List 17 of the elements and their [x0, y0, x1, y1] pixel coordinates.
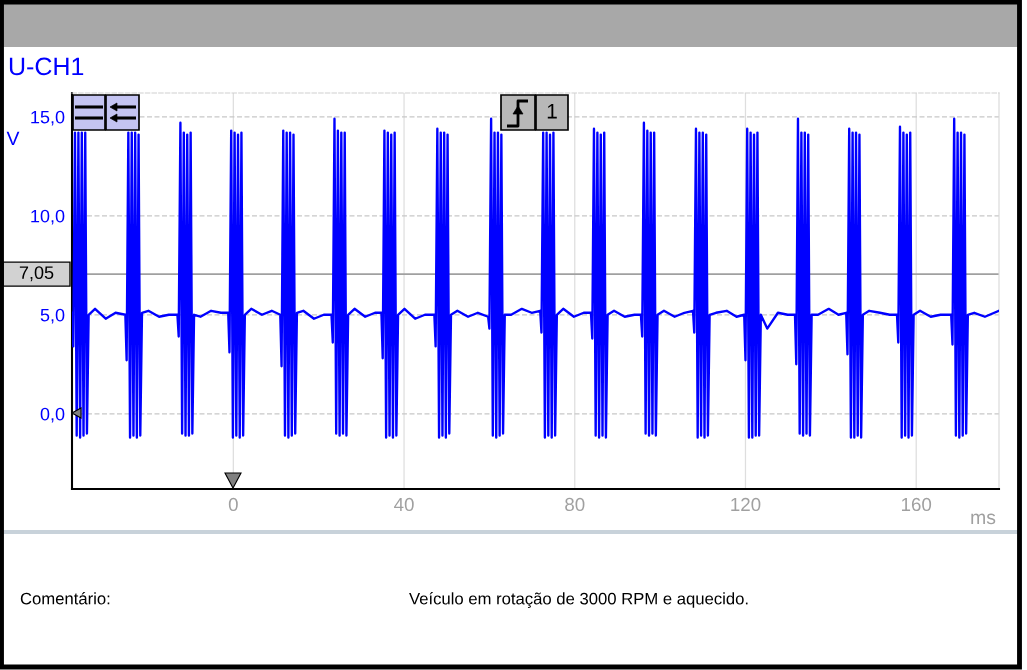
annotation: 1	[547, 104, 557, 119]
ref-line-label: 7,05	[19, 266, 54, 282]
x-tick-label: 40	[394, 497, 414, 512]
y-tick-label: 0,0	[40, 407, 65, 423]
text: Veículo em rotação de 3000 RPM e aquecido.	[409, 592, 748, 608]
x-tick-label: 120	[731, 497, 761, 512]
y-tick-label: 10,0	[31, 209, 65, 225]
text: Comentário:	[20, 592, 110, 605]
line-series	[72, 117, 999, 439]
x-tick-label: 0	[228, 497, 238, 512]
y-tick-label: 15,0	[31, 110, 65, 126]
x-tick-label: 80	[565, 497, 585, 512]
chart-title: U-CH1	[9, 57, 84, 76]
y-axis-title: V	[6, 131, 20, 146]
y-tick-label: 5,0	[40, 308, 65, 324]
x-axis-title: ms	[971, 513, 996, 525]
x-tick-label: 160	[901, 497, 932, 512]
